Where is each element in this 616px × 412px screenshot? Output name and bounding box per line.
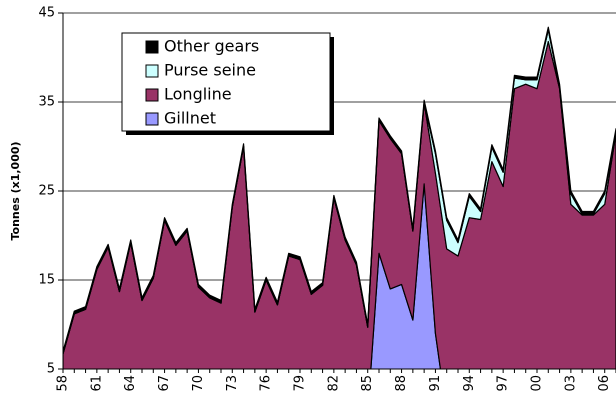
x-tick-label: 73 [225, 375, 240, 392]
areas [63, 26, 616, 369]
x-tick-label: 88 [394, 375, 409, 392]
y-axis-label: Tonnes (x1,000) [9, 141, 22, 240]
x-tick-label: 82 [326, 375, 341, 392]
x-tick-label: 85 [360, 375, 375, 392]
y-tick-label: 45 [38, 6, 55, 21]
x-tick-label: 61 [89, 375, 104, 392]
x-tick-label: 03 [563, 375, 578, 392]
x-tick-label: 64 [123, 375, 138, 392]
legend-label: Purse seine [164, 61, 256, 80]
legend-swatch [145, 88, 159, 102]
x-tick-label: 00 [530, 375, 545, 392]
x-tick-label: 97 [496, 375, 511, 392]
x-tick-label: 94 [462, 375, 477, 392]
x-tick-label: 70 [191, 375, 206, 392]
legend-swatch [145, 40, 159, 54]
y-tick-label: 25 [38, 184, 55, 199]
x-tick-label: 91 [428, 375, 443, 392]
legend-swatch [145, 112, 159, 126]
axes: 5 15 25 35 45 58 61 64 67 70 73 76 79 82 85 88 91 94 97 00 0… [38, 6, 616, 392]
y-tick-label: 5 [47, 362, 55, 377]
legend-label: Longline [164, 85, 232, 104]
y-tick-label: 35 [38, 95, 55, 110]
x-tick-label: 06 [597, 375, 612, 392]
x-tick-label: 79 [293, 375, 308, 392]
legend-label: Other gears [164, 37, 259, 56]
y-tick-label: 15 [38, 273, 55, 288]
legend-label: Gillnet [164, 109, 216, 128]
x-tick-label: 58 [56, 375, 71, 392]
area [370, 183, 442, 369]
x-tick-label: 67 [157, 375, 172, 392]
legend-swatch [145, 64, 159, 78]
legend: Other gears Purse seine Longline Gillnet [121, 32, 334, 135]
x-tick-label: 76 [259, 375, 274, 392]
area [63, 26, 616, 355]
